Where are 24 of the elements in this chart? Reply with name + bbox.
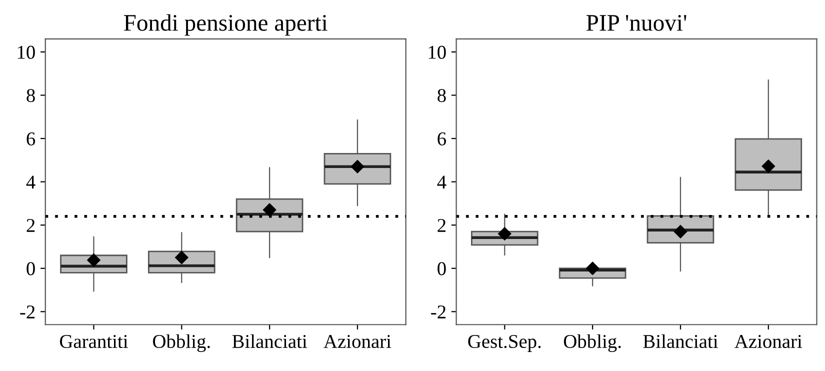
y-tick-label: 2 <box>438 218 446 232</box>
y-tick-label: 6 <box>26 132 36 146</box>
y-tick-label: 4 <box>26 176 36 189</box>
y-tick-label: 0 <box>26 262 35 276</box>
chart-title: PIP 'nuovi' <box>586 14 686 31</box>
y-tick-label: 4 <box>437 176 446 189</box>
y-tick-label: 2 <box>26 218 35 232</box>
y-tick-label: 8 <box>438 89 446 102</box>
x-tick-label: Obblig. <box>153 334 210 352</box>
x-tick-label: Obblig. <box>564 334 621 352</box>
y-tick-label: 8 <box>26 89 35 102</box>
y-tick-label: 10 <box>18 46 35 59</box>
y-tick-label: -2 <box>431 306 446 318</box>
x-tick-label: Azionari <box>324 334 392 348</box>
y-tick-label: 0 <box>438 262 446 276</box>
y-tick-label: -2 <box>20 306 35 318</box>
x-tick-label: Azionari <box>734 334 802 348</box>
y-tick-label: 6 <box>438 132 446 146</box>
x-tick-label: Garantiti <box>60 334 128 348</box>
x-tick-label: Gest.Sep. <box>468 334 541 352</box>
chart-title: Fondi pensione aperti <box>124 14 328 36</box>
y-tick-label: 10 <box>428 46 446 59</box>
x-tick-label: Bilanciati <box>232 334 307 348</box>
x-tick-label: Bilanciati <box>643 334 718 348</box>
